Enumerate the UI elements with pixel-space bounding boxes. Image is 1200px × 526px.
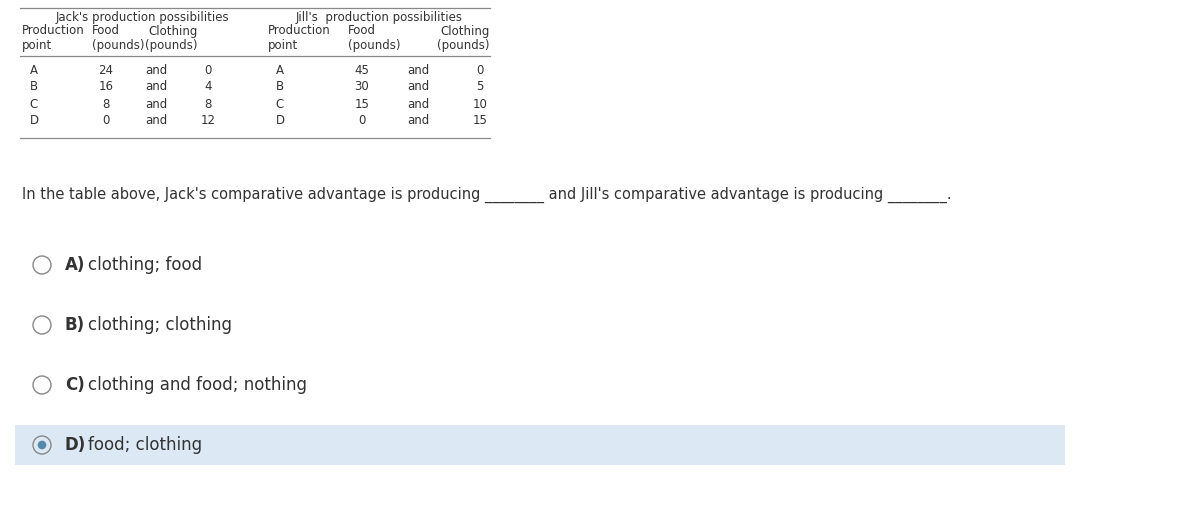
Text: C): C): [65, 376, 85, 394]
Text: and: and: [407, 80, 430, 94]
Text: (pounds): (pounds): [438, 39, 490, 53]
Text: Food: Food: [92, 25, 120, 37]
Text: and: and: [145, 97, 167, 110]
Text: C: C: [30, 97, 38, 110]
Text: and: and: [145, 80, 167, 94]
Text: and: and: [145, 64, 167, 76]
Text: B: B: [276, 80, 284, 94]
Text: 45: 45: [354, 64, 370, 76]
Text: 5: 5: [476, 80, 484, 94]
Text: 15: 15: [354, 97, 370, 110]
Text: (pounds): (pounds): [92, 39, 144, 53]
Text: D): D): [65, 436, 86, 454]
Text: Production: Production: [22, 25, 85, 37]
Text: Clothing: Clothing: [440, 25, 490, 37]
Text: and: and: [407, 115, 430, 127]
Text: (pounds): (pounds): [145, 39, 198, 53]
Text: Food: Food: [348, 25, 376, 37]
Text: 0: 0: [204, 64, 211, 76]
Text: point: point: [268, 39, 299, 53]
Text: 8: 8: [102, 97, 109, 110]
Text: 0: 0: [476, 64, 484, 76]
Text: A: A: [30, 64, 38, 76]
Text: D: D: [30, 115, 38, 127]
Text: and: and: [407, 97, 430, 110]
Text: and: and: [407, 64, 430, 76]
Text: 0: 0: [359, 115, 366, 127]
Text: 12: 12: [200, 115, 216, 127]
Text: Clothing: Clothing: [149, 25, 198, 37]
Text: and: and: [145, 115, 167, 127]
FancyBboxPatch shape: [14, 425, 1066, 465]
Text: B): B): [65, 316, 85, 334]
Text: 24: 24: [98, 64, 114, 76]
Circle shape: [37, 441, 47, 449]
Text: 30: 30: [355, 80, 370, 94]
Text: food; clothing: food; clothing: [88, 436, 202, 454]
Text: In the table above, Jack's comparative advantage is producing ________ and Jill': In the table above, Jack's comparative a…: [22, 187, 952, 203]
Text: 10: 10: [473, 97, 487, 110]
Text: 16: 16: [98, 80, 114, 94]
Text: Production: Production: [268, 25, 331, 37]
Text: clothing; clothing: clothing; clothing: [88, 316, 232, 334]
Text: C: C: [276, 97, 284, 110]
Text: 4: 4: [204, 80, 211, 94]
Text: (pounds): (pounds): [348, 39, 401, 53]
Text: A): A): [65, 256, 85, 274]
Text: Jill's  production possibilities: Jill's production possibilities: [295, 12, 462, 25]
Text: point: point: [22, 39, 53, 53]
Text: B: B: [30, 80, 38, 94]
Text: clothing; food: clothing; food: [88, 256, 202, 274]
Text: 8: 8: [204, 97, 211, 110]
Text: Jack's production possibilities: Jack's production possibilities: [55, 12, 229, 25]
Text: 0: 0: [102, 115, 109, 127]
Text: A: A: [276, 64, 284, 76]
Text: 15: 15: [473, 115, 487, 127]
Text: D: D: [276, 115, 284, 127]
Text: clothing and food; nothing: clothing and food; nothing: [88, 376, 307, 394]
